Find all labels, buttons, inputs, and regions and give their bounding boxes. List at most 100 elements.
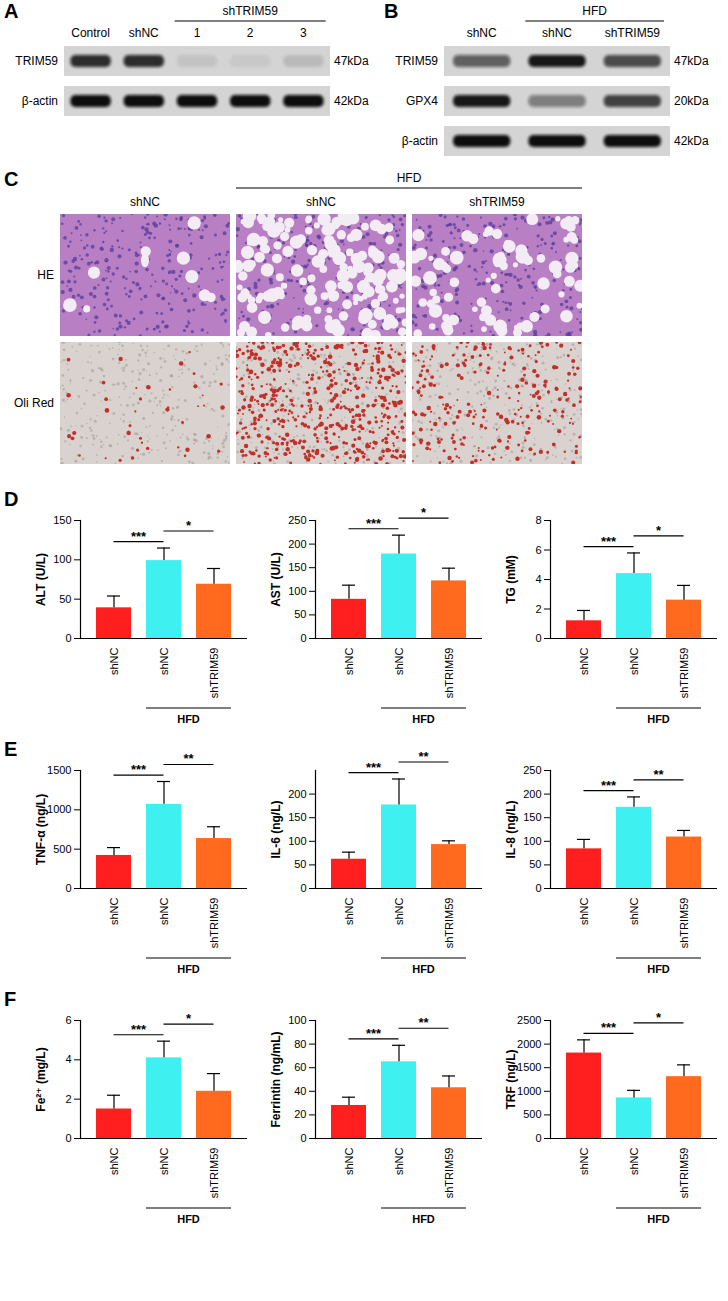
svg-text:0: 0 (535, 632, 541, 644)
svg-text:50: 50 (294, 608, 306, 620)
svg-text:shNC: shNC (578, 647, 590, 675)
svg-text:HFD: HFD (582, 4, 607, 18)
svg-text:HFD: HFD (177, 963, 200, 975)
svg-text:1000: 1000 (47, 803, 71, 815)
svg-text:shNC: shNC (542, 26, 572, 40)
svg-text:Control: Control (71, 26, 110, 40)
svg-text:Oli Red: Oli Red (14, 396, 54, 410)
svg-text:250: 250 (523, 764, 541, 776)
svg-text:shNC: shNC (578, 897, 590, 925)
svg-text:2500: 2500 (517, 1014, 541, 1026)
svg-text:20: 20 (294, 1108, 306, 1120)
svg-text:shTRIM59: shTRIM59 (678, 898, 690, 949)
svg-text:shTRIM59: shTRIM59 (443, 648, 455, 699)
svg-text:HFD: HFD (647, 713, 670, 725)
svg-text:shNC: shNC (306, 195, 336, 209)
svg-text:TRIM59: TRIM59 (395, 54, 438, 68)
svg-text:shNC: shNC (343, 1147, 355, 1175)
svg-text:80: 80 (294, 1038, 306, 1050)
svg-text:Fe²⁺ (mg/L): Fe²⁺ (mg/L) (34, 1047, 48, 1111)
svg-text:shTRIM59: shTRIM59 (443, 898, 455, 949)
svg-text:4: 4 (65, 1053, 71, 1065)
svg-text:HFD: HFD (412, 1213, 435, 1225)
svg-text:*: * (656, 523, 662, 538)
svg-text:IL-8 (ng/L): IL-8 (ng/L) (504, 801, 518, 859)
svg-text:TRF (ng/L): TRF (ng/L) (504, 1050, 518, 1110)
svg-text:HFD: HFD (412, 713, 435, 725)
svg-text:HFD: HFD (412, 963, 435, 975)
svg-text:100: 100 (288, 835, 306, 847)
svg-text:60: 60 (294, 1061, 306, 1073)
svg-text:HFD: HFD (177, 1213, 200, 1225)
svg-text:150: 150 (288, 811, 306, 823)
svg-text:shNC: shNC (343, 647, 355, 675)
svg-text:β-actin: β-actin (22, 94, 58, 108)
svg-text:3: 3 (300, 26, 307, 40)
svg-text:0: 0 (300, 1132, 306, 1144)
svg-text:2: 2 (535, 603, 541, 615)
svg-text:***: *** (131, 762, 147, 777)
svg-text:***: *** (366, 516, 382, 531)
svg-text:***: *** (131, 1022, 147, 1037)
svg-text:shTRIM59: shTRIM59 (678, 648, 690, 699)
svg-text:HFD: HFD (177, 713, 200, 725)
svg-text:shTRIM59: shTRIM59 (208, 1148, 220, 1199)
svg-text:0: 0 (535, 882, 541, 894)
svg-text:**: ** (418, 749, 429, 764)
svg-text:***: *** (601, 778, 617, 793)
svg-text:0: 0 (65, 632, 71, 644)
svg-text:shTRIM59: shTRIM59 (678, 1148, 690, 1199)
svg-text:C: C (4, 168, 18, 190)
svg-text:2: 2 (65, 1093, 71, 1105)
svg-text:B: B (384, 0, 398, 22)
svg-text:0: 0 (300, 882, 306, 894)
svg-text:100: 100 (288, 585, 306, 597)
svg-text:***: *** (366, 1026, 382, 1041)
svg-text:shNC: shNC (130, 195, 160, 209)
svg-text:100: 100 (53, 553, 71, 565)
svg-text:***: *** (601, 1020, 617, 1035)
svg-text:***: *** (131, 529, 147, 544)
svg-text:150: 150 (523, 811, 541, 823)
svg-text:2: 2 (247, 26, 254, 40)
svg-text:shNC: shNC (467, 26, 497, 40)
svg-text:100: 100 (288, 1014, 306, 1026)
svg-text:0: 0 (65, 1132, 71, 1144)
svg-text:shNC: shNC (393, 897, 405, 925)
svg-text:50: 50 (294, 858, 306, 870)
svg-text:6: 6 (535, 544, 541, 556)
svg-text:200: 200 (523, 788, 541, 800)
svg-text:40: 40 (294, 1085, 306, 1097)
svg-text:500: 500 (53, 843, 71, 855)
svg-text:shTRIM59: shTRIM59 (469, 195, 525, 209)
svg-text:TNF-α (ng/L): TNF-α (ng/L) (34, 794, 48, 865)
svg-text:50: 50 (59, 593, 71, 605)
svg-text:6: 6 (65, 1014, 71, 1026)
svg-text:47kDa: 47kDa (674, 54, 709, 68)
svg-text:150: 150 (53, 514, 71, 526)
svg-text:shNC: shNC (628, 897, 640, 925)
svg-text:shNC: shNC (343, 897, 355, 925)
svg-text:HFD: HFD (647, 963, 670, 975)
svg-text:shTRIM59: shTRIM59 (443, 1148, 455, 1199)
svg-text:TRIM59: TRIM59 (15, 54, 58, 68)
svg-text:50: 50 (529, 858, 541, 870)
svg-text:HFD: HFD (647, 1213, 670, 1225)
svg-text:shNC: shNC (578, 1147, 590, 1175)
svg-text:HE: HE (37, 268, 54, 282)
svg-text:500: 500 (523, 1108, 541, 1120)
svg-text:*: * (186, 1011, 192, 1026)
svg-text:IL-6 (ng/L): IL-6 (ng/L) (269, 801, 283, 859)
svg-text:shTRIM59: shTRIM59 (223, 4, 279, 18)
svg-text:200: 200 (288, 538, 306, 550)
svg-text:1500: 1500 (517, 1061, 541, 1073)
svg-text:2000: 2000 (517, 1038, 541, 1050)
svg-text:ALT (U/L): ALT (U/L) (34, 553, 48, 606)
svg-text:shNC: shNC (108, 897, 120, 925)
svg-text:47kDa: 47kDa (334, 54, 369, 68)
svg-text:42kDa: 42kDa (674, 134, 709, 148)
svg-text:shNC: shNC (628, 1147, 640, 1175)
svg-text:*: * (186, 518, 192, 533)
svg-text:20kDa: 20kDa (674, 94, 709, 108)
svg-text:shNC: shNC (393, 647, 405, 675)
